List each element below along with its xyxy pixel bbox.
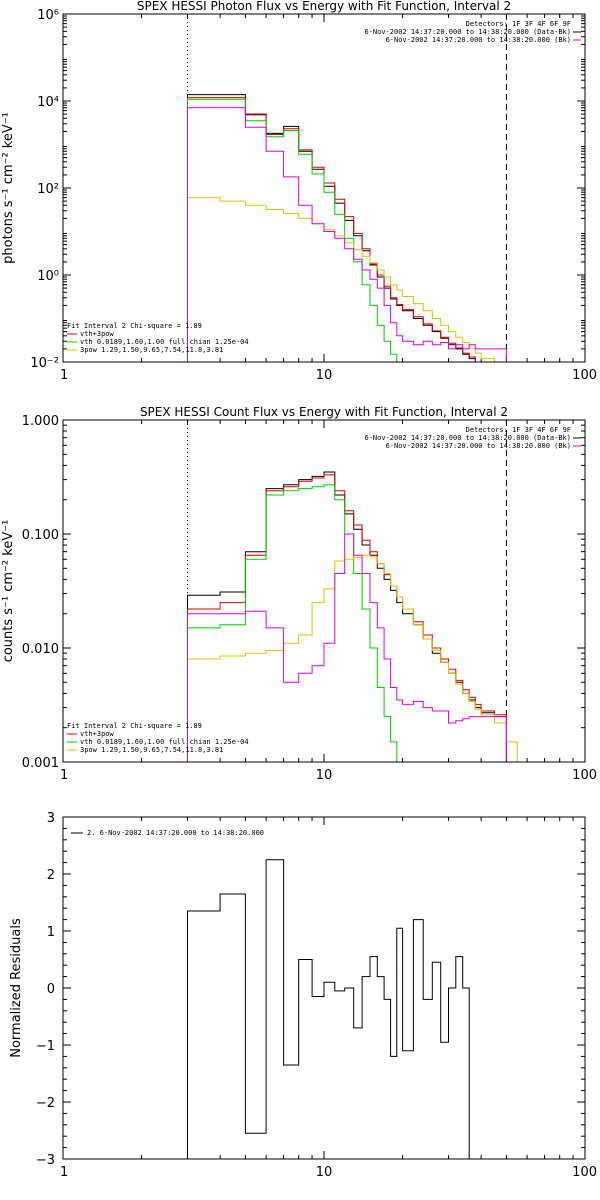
legend-entry: 6-Nov-2002 14:37:20.000 to 14:38:20.000 … [386, 442, 571, 450]
y-axis-label: photons s⁻¹ cm⁻² keV⁻¹ [1, 112, 16, 264]
legend-entry: 2. 6-Nov-2002 14:37:20.000 to 14:38:20.0… [87, 829, 264, 837]
legend-entry: 6-Nov-2002 14:37:20.000 to 14:38:20.000 … [364, 28, 571, 36]
y-tick-label: 2 [47, 868, 55, 883]
y-tick-label: 10² [37, 182, 59, 197]
plot-area [187, 471, 528, 762]
plot-area [187, 94, 507, 362]
legend-entry: vth+3pow [80, 330, 115, 338]
plot-frame [62, 419, 586, 763]
legend-entry: 6-Nov-2002 14:37:20.000 to 14:38:20.000 … [386, 36, 571, 44]
y-tick-label: 3 [47, 811, 55, 826]
chart-title: SPEX HESSI Photon Flux vs Energy with Fi… [137, 0, 511, 13]
chart-panel-3: Normalized Residuals 1 10 100 −3 −2 −1 0 1 2 3 2. 6… [9, 811, 597, 1180]
series-line-bk [187, 107, 507, 362]
y-axis-label: counts s⁻¹ cm⁻² keV⁻¹ [1, 520, 16, 663]
y-tick-label: 10⁰ [37, 269, 59, 284]
y-tick-label: 1 [47, 925, 55, 940]
legend-entry: vth 0.0189,1.60,1.00 full chian 1.25e-04 [80, 338, 249, 346]
y-tick-label: 0 [47, 982, 55, 997]
x-tick-label: 10 [316, 1165, 333, 1180]
y-tick-label: −2 [36, 1096, 55, 1111]
y-tick-label: 10⁴ [37, 95, 59, 110]
y-tick-label: −1 [36, 1039, 55, 1054]
legend-entry: 6-Nov-2002 14:37:20.000 to 14:38:20.000 … [364, 434, 571, 442]
y-tick-label: 1.000 [22, 414, 59, 429]
legend-entry: Fit Interval 2 Chi-square = 1.89 [67, 322, 202, 330]
y-tick-label: 0.100 [22, 528, 59, 543]
legend-entry: 3pow 1.29,1.50,9.65,7.54,11.8,3.81 [80, 346, 223, 354]
y-tick-label: 10⁻² [30, 356, 59, 371]
series-line-bk [187, 533, 507, 762]
legend-entry: vth 0.0189,1.60,1.00 full chian 1.25e-04 [80, 738, 249, 746]
series-line-vth-3pow [187, 97, 482, 362]
x-tick-label: 100 [572, 1165, 597, 1180]
x-tick-label: 100 [572, 768, 597, 783]
x-tick-label: 100 [572, 368, 597, 383]
series-line-3pow [187, 554, 528, 762]
y-tick-label: 0.010 [22, 642, 59, 657]
plot-frame [62, 816, 586, 1160]
series-line-data-bk [187, 94, 476, 362]
series-line-3pow [187, 197, 495, 362]
x-tick-label: 1 [60, 768, 68, 783]
y-axis-label: Normalized Residuals [9, 918, 24, 1058]
plot-frame [62, 13, 586, 363]
chart-title: SPEX HESSI Count Flux vs Energy with Fit… [140, 405, 508, 419]
series-line-vth [187, 98, 409, 362]
series-line-2-6-nov-2002-14-37-20-000-to-14-38-20-000 [187, 859, 470, 1159]
chart-panel-1: SPEX HESSI Photon Flux vs Energy with Fi… [1, 0, 597, 383]
y-tick-label: −3 [36, 1153, 55, 1168]
legend-entry: Detectors: 1F 3F 4F 6F 9F [466, 20, 571, 28]
series-line-data-bk [187, 471, 507, 762]
x-tick-label: 1 [60, 1165, 68, 1180]
series-line-vth-3pow [187, 474, 507, 762]
legend-entry: 3pow 1.29,1.50,9.65,7.54,11.8,3.81 [80, 746, 223, 754]
y-tick-label: 10⁶ [37, 8, 59, 23]
legend-entry: vth+3pow [80, 730, 115, 738]
chart-panel-2: SPEX HESSI Count Flux vs Energy with Fit… [1, 405, 597, 783]
x-tick-label: 10 [316, 768, 333, 783]
x-tick-label: 1 [60, 368, 68, 383]
y-tick-label: 0.001 [22, 756, 59, 771]
plot-area [187, 859, 470, 1159]
x-tick-label: 10 [316, 368, 333, 383]
legend-entry: Fit Interval 2 Chi-square = 1.89 [67, 722, 202, 730]
series-line-vth [187, 484, 404, 762]
legend-entry: Detectors: 1F 3F 4F 6F 9F [466, 426, 571, 434]
